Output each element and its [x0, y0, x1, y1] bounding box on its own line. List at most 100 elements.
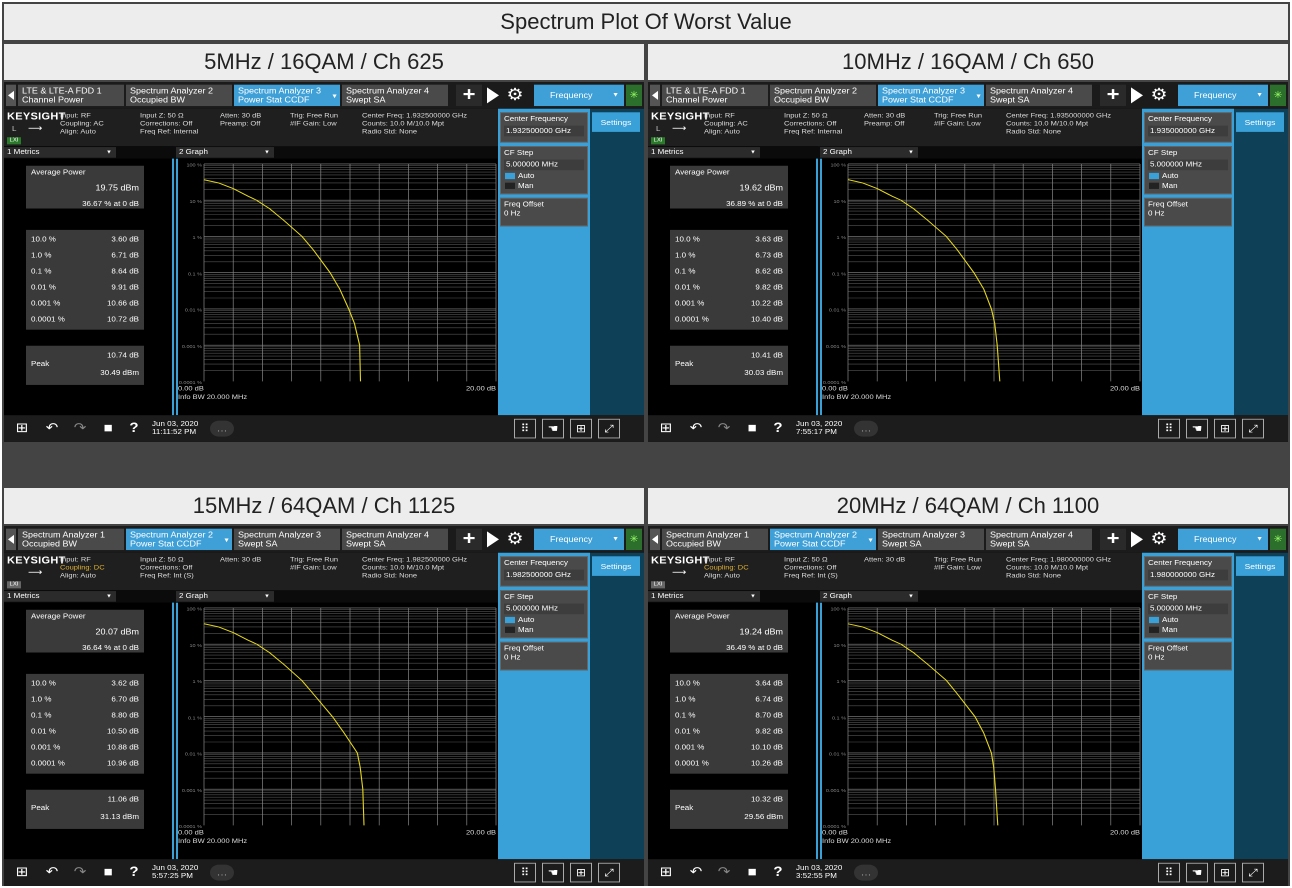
- windows-icon[interactable]: ⊞: [659, 864, 673, 880]
- window-layout-icon[interactable]: ⊞: [570, 862, 592, 883]
- cf-step-field[interactable]: CF Step 5.000000 MHz Auto Man: [500, 146, 588, 195]
- play-icon[interactable]: [487, 531, 499, 548]
- tab-measurement-3[interactable]: Spectrum Analyzer 3 Power Stat CCDF ▼: [234, 84, 340, 107]
- windows-icon[interactable]: ⊞: [659, 420, 673, 436]
- touch-icon[interactable]: ☚: [1186, 418, 1208, 439]
- windows-icon[interactable]: ⊞: [15, 420, 29, 436]
- freq-offset-field[interactable]: Freq Offset 0 Hz: [500, 197, 588, 227]
- tab-measurement-3[interactable]: Spectrum Analyzer 3 Swept SA: [878, 528, 984, 551]
- windows-icon[interactable]: ⊞: [15, 864, 29, 880]
- tab-measurement-3[interactable]: Spectrum Analyzer 3 Swept SA: [234, 528, 340, 551]
- tab-measurement-2[interactable]: Spectrum Analyzer 2 Power Stat CCDF ▼: [770, 528, 876, 551]
- settings-button[interactable]: Settings: [592, 556, 640, 576]
- tab-measurement-2[interactable]: Spectrum Analyzer 2 Occupied BW: [770, 84, 876, 107]
- settings-button[interactable]: Settings: [1236, 112, 1284, 132]
- man-radio[interactable]: Man: [504, 626, 584, 634]
- keypad-icon[interactable]: ⠿: [514, 862, 536, 883]
- message-bubble-icon[interactable]: …: [210, 420, 234, 437]
- frequency-menu-button[interactable]: Frequency ▼: [534, 84, 624, 107]
- help-icon[interactable]: ?: [129, 864, 139, 880]
- center-frequency-field[interactable]: Center Frequency 1.980000000 GHz: [1144, 556, 1232, 587]
- frequency-menu-button[interactable]: Frequency ▼: [1178, 528, 1268, 551]
- settings-button[interactable]: Settings: [1236, 556, 1284, 576]
- frequency-menu-button[interactable]: Frequency ▼: [534, 528, 624, 551]
- cf-step-field[interactable]: CF Step 5.000000 MHz Auto Man: [1144, 590, 1232, 639]
- tab-measurement-2[interactable]: Spectrum Analyzer 2 Occupied BW: [126, 84, 232, 107]
- help-icon[interactable]: ?: [773, 420, 783, 436]
- full-screen-icon[interactable]: ⤢: [598, 862, 620, 883]
- auto-radio[interactable]: Auto: [1148, 172, 1228, 180]
- folder-icon[interactable]: ■: [103, 864, 113, 880]
- tab-measurement-2[interactable]: Spectrum Analyzer 2 Power Stat CCDF ▼: [126, 528, 232, 551]
- metrics-dropdown[interactable]: 1 Metrics ▼: [4, 591, 116, 602]
- tab-measurement-1[interactable]: LTE & LTE-A FDD 1 Channel Power: [662, 84, 768, 107]
- tab-measurement-3[interactable]: Spectrum Analyzer 3 Power Stat CCDF ▼: [878, 84, 984, 107]
- keypad-icon[interactable]: ⠿: [1158, 862, 1180, 883]
- play-icon[interactable]: [1131, 87, 1143, 104]
- cf-step-field[interactable]: CF Step 5.000000 MHz Auto Man: [500, 590, 588, 639]
- touch-icon[interactable]: ☚: [542, 418, 564, 439]
- touch-icon[interactable]: ☚: [1186, 862, 1208, 883]
- window-layout-icon[interactable]: ⊞: [570, 418, 592, 439]
- metrics-dropdown[interactable]: 1 Metrics ▼: [648, 147, 760, 158]
- undo-icon[interactable]: ↶: [45, 864, 59, 880]
- gear-icon[interactable]: ⚙: [506, 529, 524, 549]
- tab-scroll-left-icon[interactable]: [6, 528, 16, 551]
- full-screen-icon[interactable]: ⤢: [1242, 862, 1264, 883]
- touch-icon[interactable]: ☚: [542, 862, 564, 883]
- redo-icon[interactable]: ↷: [73, 864, 87, 880]
- tab-measurement-1[interactable]: Spectrum Analyzer 1 Occupied BW: [18, 528, 124, 551]
- help-icon[interactable]: ?: [129, 420, 139, 436]
- folder-icon[interactable]: ■: [103, 420, 113, 436]
- add-screen-button[interactable]: +: [1100, 84, 1126, 107]
- gear-icon[interactable]: ⚙: [1150, 529, 1168, 549]
- add-screen-button[interactable]: +: [456, 84, 482, 107]
- freq-offset-field[interactable]: Freq Offset 0 Hz: [500, 641, 588, 671]
- man-radio[interactable]: Man: [504, 182, 584, 190]
- tab-scroll-left-icon[interactable]: [650, 528, 660, 551]
- graph-dropdown[interactable]: 2 Graph ▼: [176, 591, 274, 602]
- auto-radio[interactable]: Auto: [1148, 616, 1228, 624]
- frequency-menu-button[interactable]: Frequency ▼: [1178, 84, 1268, 107]
- help-icon[interactable]: ?: [773, 864, 783, 880]
- folder-icon[interactable]: ■: [747, 864, 757, 880]
- add-screen-button[interactable]: +: [1100, 528, 1126, 551]
- tab-scroll-left-icon[interactable]: [650, 84, 660, 107]
- full-screen-icon[interactable]: ⤢: [1242, 418, 1264, 439]
- add-screen-button[interactable]: +: [456, 528, 482, 551]
- tab-measurement-1[interactable]: Spectrum Analyzer 1 Occupied BW: [662, 528, 768, 551]
- tab-measurement-4[interactable]: Spectrum Analyzer 4 Swept SA: [342, 84, 448, 107]
- play-icon[interactable]: [487, 87, 499, 104]
- auto-radio[interactable]: Auto: [504, 172, 584, 180]
- freq-offset-field[interactable]: Freq Offset 0 Hz: [1144, 197, 1232, 227]
- settings-button[interactable]: Settings: [592, 112, 640, 132]
- undo-icon[interactable]: ↶: [45, 420, 59, 436]
- message-bubble-icon[interactable]: …: [854, 420, 878, 437]
- keypad-icon[interactable]: ⠿: [514, 418, 536, 439]
- tab-measurement-4[interactable]: Spectrum Analyzer 4 Swept SA: [986, 84, 1092, 107]
- metrics-dropdown[interactable]: 1 Metrics ▼: [4, 147, 116, 158]
- undo-icon[interactable]: ↶: [689, 420, 703, 436]
- folder-icon[interactable]: ■: [747, 420, 757, 436]
- window-layout-icon[interactable]: ⊞: [1214, 418, 1236, 439]
- message-bubble-icon[interactable]: …: [854, 864, 878, 881]
- freq-offset-field[interactable]: Freq Offset 0 Hz: [1144, 641, 1232, 671]
- graph-dropdown[interactable]: 2 Graph ▼: [820, 591, 918, 602]
- undo-icon[interactable]: ↶: [689, 864, 703, 880]
- man-radio[interactable]: Man: [1148, 182, 1228, 190]
- graph-dropdown[interactable]: 2 Graph ▼: [820, 147, 918, 158]
- center-frequency-field[interactable]: Center Frequency 1.982500000 GHz: [500, 556, 588, 587]
- center-frequency-field[interactable]: Center Frequency 1.935000000 GHz: [1144, 112, 1232, 143]
- tab-measurement-1[interactable]: LTE & LTE-A FDD 1 Channel Power: [18, 84, 124, 107]
- auto-radio[interactable]: Auto: [504, 616, 584, 624]
- tab-scroll-left-icon[interactable]: [6, 84, 16, 107]
- metrics-dropdown[interactable]: 1 Metrics ▼: [648, 591, 760, 602]
- redo-icon[interactable]: ↷: [73, 420, 87, 436]
- play-icon[interactable]: [1131, 531, 1143, 548]
- tab-measurement-4[interactable]: Spectrum Analyzer 4 Swept SA: [986, 528, 1092, 551]
- keypad-icon[interactable]: ⠿: [1158, 418, 1180, 439]
- man-radio[interactable]: Man: [1148, 626, 1228, 634]
- window-layout-icon[interactable]: ⊞: [1214, 862, 1236, 883]
- gear-icon[interactable]: ⚙: [1150, 85, 1168, 105]
- redo-icon[interactable]: ↷: [717, 420, 731, 436]
